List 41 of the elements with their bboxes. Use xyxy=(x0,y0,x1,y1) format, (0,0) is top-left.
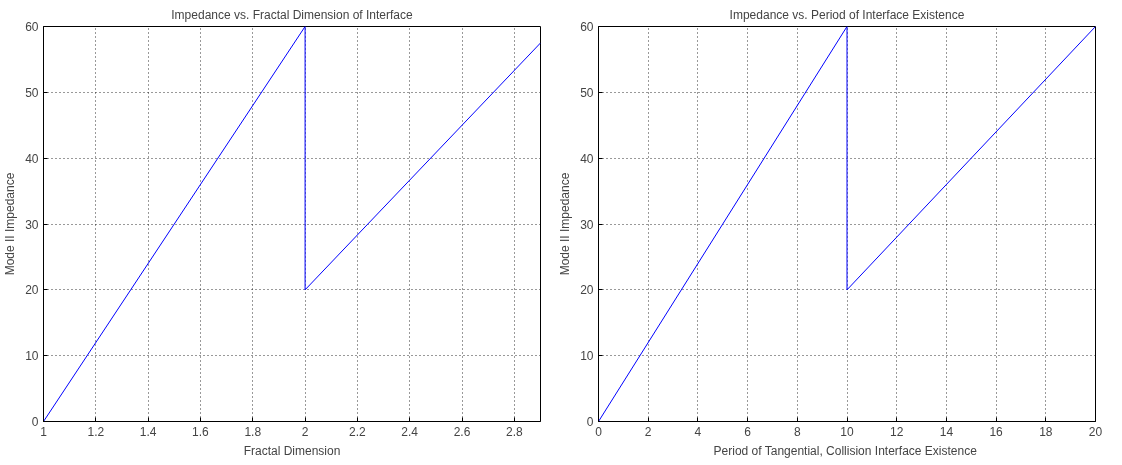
x-tick-label: 2.4 xyxy=(401,424,419,439)
x-tick-label: 14 xyxy=(939,424,954,439)
x-tick-label: 1.8 xyxy=(244,424,262,439)
x-tick-label: 2 xyxy=(644,424,652,439)
x-tick-label: 18 xyxy=(1039,424,1053,439)
y-tick-label: 40 xyxy=(580,151,594,166)
y-tick-label: 30 xyxy=(25,217,39,232)
y-tick-label: 10 xyxy=(580,349,594,364)
y-tick-label: 30 xyxy=(580,217,594,232)
line-series xyxy=(43,26,541,422)
x-tick-label: 1.2 xyxy=(87,424,105,439)
y-axis-title: Mode II Impedance xyxy=(3,172,18,276)
x-tick-label: 2 xyxy=(301,424,309,439)
y-tick-label: 20 xyxy=(580,283,594,298)
y-tick-label: 20 xyxy=(25,283,39,298)
x-tick-label: 2.2 xyxy=(349,424,367,439)
x-tick-label: 12 xyxy=(890,424,904,439)
y-tick-label: 60 xyxy=(25,20,39,34)
y-tick-label: 10 xyxy=(25,349,39,364)
chart-title: Impedance vs. Fractal Dimension of Interface xyxy=(171,7,414,22)
x-tick-label: 1 xyxy=(40,424,48,439)
y-tick-label: 60 xyxy=(580,20,594,34)
x-axis-title: Fractal Dimension xyxy=(243,443,341,458)
y-axis-title: Mode II Impedance xyxy=(558,172,573,276)
x-tick-label: 4 xyxy=(694,424,702,439)
x-tick-label: 1.4 xyxy=(139,424,157,439)
x-tick-label: 2.8 xyxy=(506,424,524,439)
x-tick-label: 1.6 xyxy=(192,424,210,439)
y-tick-label: 40 xyxy=(25,151,39,166)
x-tick-label: 2.6 xyxy=(453,424,471,439)
y-tick-label: 0 xyxy=(586,415,594,429)
y-tick-label: 50 xyxy=(580,85,594,100)
x-tick-label: 16 xyxy=(989,424,1004,439)
x-tick-label: 8 xyxy=(793,424,801,439)
y-tick-label: 0 xyxy=(31,415,39,429)
y-tick-label: 50 xyxy=(25,85,39,100)
x-tick-label: 10 xyxy=(840,424,854,439)
x-tick-label: 6 xyxy=(744,424,752,439)
x-axis-title: Period of Tangential, Collision Interface Existence xyxy=(713,443,978,458)
chart-title: Impedance vs. Period of Interface Existence xyxy=(729,7,965,22)
x-tick-label: 20 xyxy=(1088,424,1103,439)
